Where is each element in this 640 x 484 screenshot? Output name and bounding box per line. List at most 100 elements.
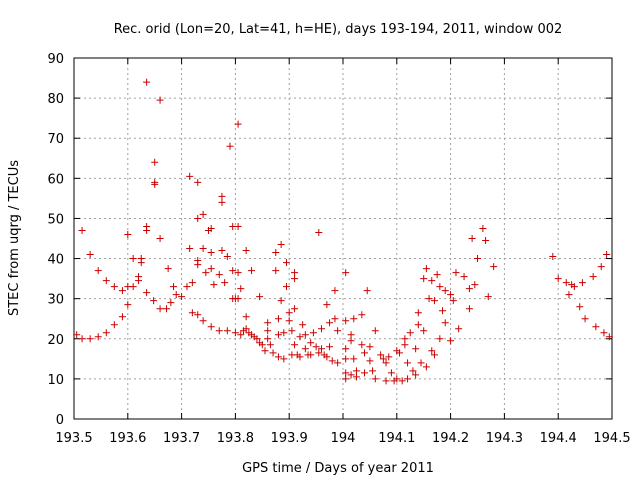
data-point bbox=[291, 275, 299, 283]
data-point bbox=[369, 367, 377, 375]
data-point bbox=[163, 305, 171, 313]
data-point bbox=[465, 305, 473, 313]
data-point bbox=[366, 343, 374, 351]
data-point bbox=[264, 335, 272, 343]
data-point bbox=[358, 341, 366, 349]
x-tick-label: 194.5 bbox=[593, 431, 630, 446]
data-point bbox=[414, 321, 422, 329]
data-point bbox=[385, 353, 393, 361]
data-point bbox=[592, 323, 600, 331]
data-point bbox=[361, 349, 369, 357]
data-point bbox=[482, 237, 490, 245]
data-point bbox=[468, 235, 476, 242]
x-tick-label: 193.5 bbox=[55, 431, 92, 446]
data-point bbox=[358, 311, 366, 319]
data-point bbox=[277, 241, 285, 249]
data-point bbox=[277, 297, 285, 305]
data-point bbox=[202, 269, 210, 277]
data-point bbox=[86, 335, 94, 343]
data-point bbox=[382, 359, 390, 367]
data-point bbox=[420, 275, 428, 283]
data-point bbox=[570, 283, 578, 291]
data-point bbox=[229, 222, 237, 230]
data-point bbox=[194, 214, 202, 222]
data-point bbox=[447, 337, 455, 345]
data-point bbox=[199, 245, 207, 253]
data-point bbox=[194, 311, 202, 319]
x-tick-label: 194.4 bbox=[540, 431, 577, 446]
data-point bbox=[215, 271, 223, 279]
y-tick-label: 30 bbox=[47, 293, 64, 308]
data-point bbox=[393, 375, 401, 383]
data-point bbox=[229, 267, 237, 275]
data-point bbox=[331, 287, 339, 295]
data-point bbox=[309, 329, 317, 337]
data-point bbox=[223, 253, 231, 261]
data-point bbox=[395, 349, 403, 357]
data-point bbox=[554, 275, 562, 283]
data-point bbox=[291, 269, 299, 277]
data-point bbox=[565, 291, 573, 299]
data-point bbox=[597, 263, 605, 271]
data-point bbox=[600, 329, 608, 337]
data-point bbox=[194, 261, 202, 269]
data-point bbox=[207, 265, 215, 273]
data-point bbox=[401, 335, 409, 343]
data-point bbox=[283, 283, 291, 291]
data-point bbox=[406, 329, 414, 337]
data-point bbox=[110, 321, 118, 329]
chart-title: Rec. orid (Lon=20, Lat=41, h=HE), days 1… bbox=[114, 22, 563, 37]
data-point bbox=[274, 331, 282, 339]
data-point bbox=[299, 321, 307, 329]
data-point bbox=[334, 327, 342, 335]
data-point bbox=[301, 331, 309, 339]
data-point bbox=[331, 315, 339, 323]
data-point bbox=[315, 349, 323, 357]
data-point bbox=[404, 359, 412, 367]
data-point bbox=[422, 265, 430, 273]
data-point bbox=[124, 230, 132, 238]
data-point bbox=[433, 271, 441, 279]
data-point bbox=[256, 293, 264, 301]
data-point bbox=[379, 355, 387, 363]
data-point bbox=[264, 327, 272, 335]
data-point bbox=[417, 359, 425, 367]
grid-layer bbox=[74, 58, 612, 419]
x-tick-label: 194.1 bbox=[378, 431, 415, 446]
data-point bbox=[439, 307, 447, 315]
data-point bbox=[199, 317, 207, 325]
x-tick-label: 193.8 bbox=[217, 431, 254, 446]
data-point bbox=[363, 287, 371, 295]
data-point bbox=[226, 142, 234, 150]
data-point bbox=[151, 158, 159, 166]
data-point bbox=[301, 345, 309, 353]
data-point bbox=[350, 315, 358, 323]
data-point bbox=[280, 329, 288, 337]
data-point bbox=[436, 283, 444, 291]
data-point bbox=[110, 283, 118, 291]
data-point bbox=[387, 369, 395, 377]
y-tick-label: 60 bbox=[47, 172, 64, 187]
data-point bbox=[151, 180, 159, 188]
data-point bbox=[474, 255, 481, 263]
data-point bbox=[409, 367, 417, 375]
data-point bbox=[234, 120, 242, 128]
data-point bbox=[288, 327, 296, 335]
data-point bbox=[283, 259, 291, 267]
data-point bbox=[242, 313, 250, 321]
points-layer bbox=[73, 78, 613, 385]
data-point bbox=[471, 281, 479, 289]
data-point bbox=[186, 172, 194, 180]
data-point bbox=[441, 287, 449, 295]
data-point bbox=[420, 327, 428, 335]
data-point bbox=[342, 317, 350, 325]
data-point bbox=[272, 267, 280, 275]
data-point bbox=[428, 347, 436, 355]
data-point bbox=[272, 249, 280, 257]
data-point bbox=[221, 279, 229, 287]
data-point bbox=[135, 277, 143, 285]
data-point bbox=[361, 369, 369, 377]
data-point bbox=[428, 277, 436, 285]
data-point bbox=[186, 245, 194, 253]
